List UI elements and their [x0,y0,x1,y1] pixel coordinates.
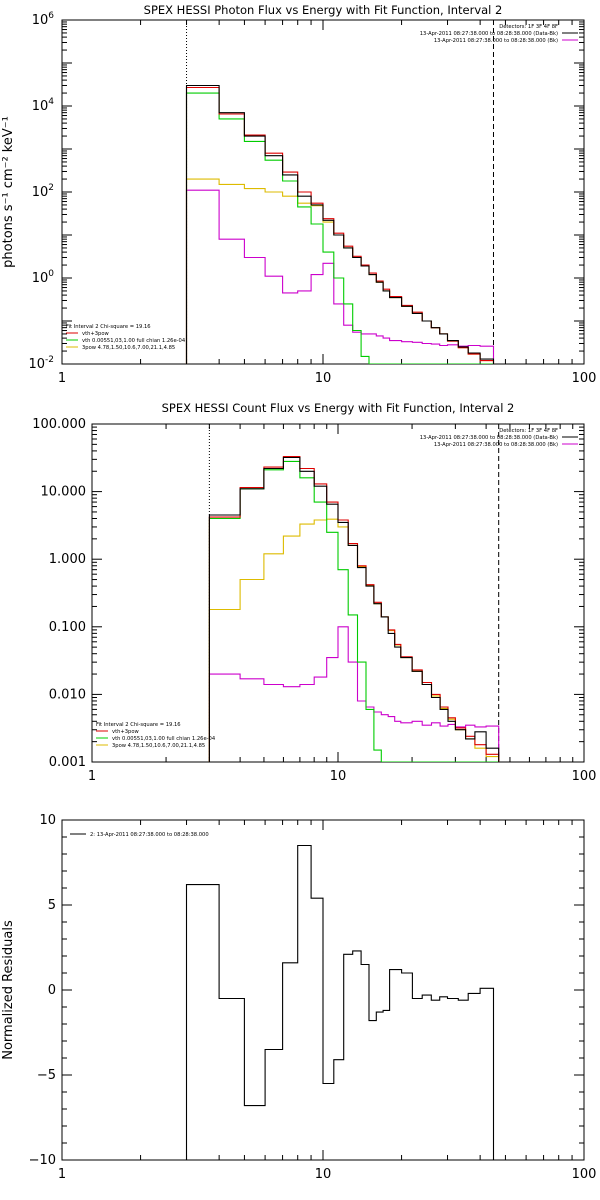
y-axis-label: photons s⁻¹ cm⁻² keV⁻¹ [1,116,16,268]
legend-text: 3pow 4.78,1.50,10.6,7.00,21.1,4.85 [82,345,175,351]
series-line-vth [208,460,500,762]
y-axis-label: Normalized Residuals [1,920,16,1060]
legend-text: Detectors: 1F 3F 4F 8F [499,24,558,30]
series-line-2-13-apr-2011-08-27-38-000-to-08-28-38-000 [185,844,495,1160]
y-tick-exponent: 6 [48,11,54,21]
series-line-data-bk [185,84,495,364]
series-line-vth-3pow [185,86,495,364]
series-line-vth [185,92,495,364]
x-tick-label: 100 [572,371,597,386]
legend-text: 3pow 4.78,1.50,10.6,7.00,21.1,4.85 [112,743,205,749]
y-tick-exponent: 2 [48,183,54,193]
y-tick-base: 10 [32,271,49,286]
x-tick-label: 100 [572,769,597,784]
plot-frame [61,19,585,365]
x-tick-label: 10 [315,371,332,386]
y-tick-exponent: -2 [45,355,54,365]
y-tick-label: 10-2 [28,355,54,372]
legend-text: 13-Apr-2011 08:27:38.000 to 08:28:38.000… [420,31,558,37]
x-tick-label: 1 [58,371,66,386]
y-tick-label: 0 [48,983,56,998]
legend-text: Fit Interval 2 Chi-square = 19.16 [96,722,181,728]
series-group [185,844,495,1160]
chart-title: SPEX HESSI Photon Flux vs Energy with Fi… [144,3,503,17]
x-tick-label: 1 [88,769,96,784]
legend-text: vth 0.00551,03,1.00 full chian 1.26e-04 [82,338,186,344]
legend-text: 13-Apr-2011 08:27:38.000 to 08:28:38.000… [420,435,558,441]
series-line-data-bk [208,456,500,762]
chart-panel-3: 1 10 100 −10 −5 0 5 10 Normalized Residuals 2: 13… [1,813,596,1182]
plot-frame [91,423,585,763]
y-tick-label: 10.000 [41,485,87,500]
series-line-bk [185,189,495,364]
y-tick-label: 0.010 [49,687,86,702]
y-tick-label: 1.000 [49,552,86,567]
y-tick-exponent: 4 [48,97,54,107]
y-tick-label: 10 [39,813,56,828]
legend-text: Fit Interval 2 Chi-square = 19.16 [66,324,151,330]
y-tick-label: 100 [32,269,55,286]
y-tick-label: 100.000 [32,417,86,432]
x-tick-label: 1 [58,1167,66,1182]
legend-text: Detectors: 1F 3F 4F 8F [499,428,558,434]
chart-panel-2: SPEX HESSI Count Flux vs Energy with Fit… [32,401,596,784]
y-tick-label: 0.001 [49,755,86,770]
legend-text: vth+3pow [112,729,140,735]
chart-title: SPEX HESSI Count Flux vs Energy with Fit… [162,401,515,415]
x-tick-label: 10 [330,769,347,784]
legend-text: 13-Apr-2011 08:27:38.000 to 08:28:38.000… [434,442,558,448]
x-tick-label: 10 [315,1167,332,1182]
x-tick-label: 100 [572,1167,597,1182]
series-group [185,84,495,364]
y-tick-label: −10 [29,1153,56,1168]
y-tick-label: 106 [32,11,55,28]
series-line-bk [208,626,500,762]
y-tick-label: 104 [32,97,55,114]
y-tick-base: 10 [28,357,45,372]
legend-text: vth 0.00551,03,1.00 full chian 1.26e-04 [112,736,216,742]
y-tick-base: 10 [32,13,49,28]
legend-text: 13-Apr-2011 08:27:38.000 to 08:28:38.000… [434,38,558,44]
series-group [208,455,500,762]
legend-text: vth+3pow [82,331,110,337]
y-tick-label: 0.100 [49,620,86,635]
legend-text: 2: 13-Apr-2011 08:27:38.000 to 08:28:38.… [90,832,209,838]
y-tick-label: 102 [32,183,54,200]
y-tick-label: 5 [48,898,56,913]
series-line-vth-3pow [208,455,500,762]
y-tick-base: 10 [32,99,49,114]
y-tick-exponent: 0 [48,269,54,279]
chart-panel-1: SPEX HESSI Photon Flux vs Energy with Fi… [1,3,596,386]
y-tick-label: −5 [37,1068,56,1083]
y-tick-base: 10 [32,185,49,200]
